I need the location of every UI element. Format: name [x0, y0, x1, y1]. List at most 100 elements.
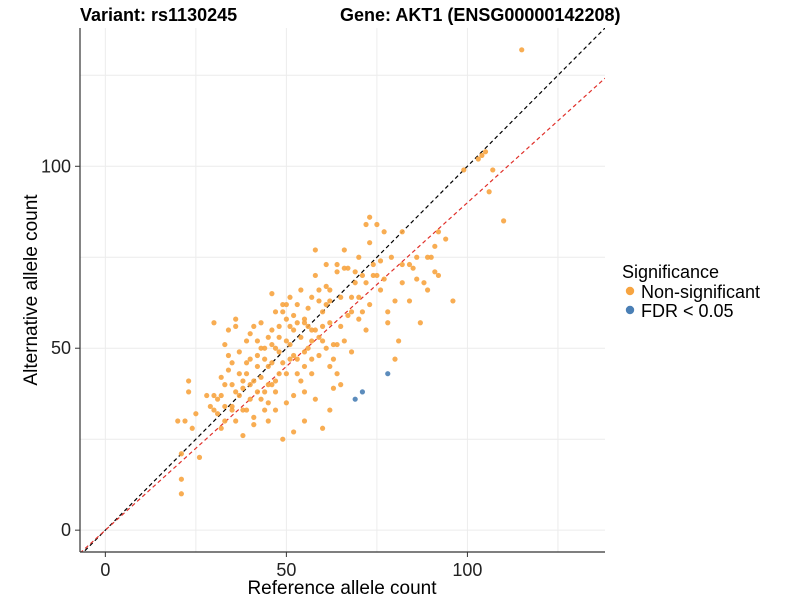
- point-non-significant: [334, 269, 340, 275]
- point-non-significant: [334, 261, 340, 268]
- point-non-significant: [352, 269, 358, 275]
- point-non-significant: [490, 167, 496, 173]
- chart-title-variant: Variant: rs1130245: [80, 5, 237, 25]
- point-non-significant: [265, 334, 271, 340]
- point-non-significant: [175, 418, 181, 424]
- point-non-significant: [280, 309, 286, 315]
- point-non-significant: [262, 356, 268, 362]
- point-non-significant: [461, 167, 467, 173]
- point-non-significant: [247, 382, 253, 388]
- point-non-significant: [287, 294, 293, 300]
- point-non-significant: [330, 385, 337, 391]
- point-non-significant: [269, 341, 275, 348]
- point-non-significant: [428, 254, 434, 260]
- point-non-significant: [367, 301, 373, 308]
- point-non-significant: [356, 294, 362, 300]
- point-non-significant: [262, 389, 268, 395]
- point-non-significant: [269, 291, 275, 297]
- point-non-significant: [298, 334, 304, 340]
- point-non-significant: [283, 371, 289, 377]
- point-non-significant: [338, 323, 344, 329]
- point-fdr-0-05: [352, 396, 358, 402]
- point-non-significant: [417, 320, 423, 326]
- point-non-significant: [251, 422, 257, 428]
- point-non-significant: [327, 287, 333, 293]
- point-non-significant: [399, 229, 405, 235]
- point-non-significant: [424, 254, 431, 260]
- point-non-significant: [432, 269, 438, 275]
- point-non-significant: [316, 298, 322, 304]
- point-non-significant: [309, 327, 315, 333]
- point-non-significant: [450, 298, 456, 304]
- point-non-significant: [240, 385, 246, 391]
- y-tick-label: 100: [41, 156, 71, 176]
- grid-layer: [80, 28, 605, 552]
- point-non-significant: [186, 389, 192, 395]
- point-non-significant: [254, 363, 261, 370]
- point-non-significant: [410, 265, 416, 271]
- point-non-significant: [345, 312, 351, 319]
- point-non-significant: [287, 341, 293, 348]
- legend-label-fdr: FDR < 0.05: [641, 301, 734, 321]
- point-non-significant: [327, 407, 333, 413]
- point-non-significant: [370, 272, 376, 279]
- point-non-significant: [262, 407, 268, 413]
- point-non-significant: [178, 491, 184, 497]
- chart-title-gene: Gene: AKT1 (ENSG00000142208): [340, 5, 620, 25]
- point-non-significant: [280, 360, 286, 366]
- point-non-significant: [482, 149, 489, 155]
- point-non-significant: [352, 280, 358, 286]
- point-non-significant: [501, 218, 507, 224]
- point-non-significant: [218, 392, 224, 399]
- point-non-significant: [301, 363, 308, 370]
- y-tick-label: 0: [61, 520, 71, 540]
- point-non-significant: [229, 407, 235, 413]
- point-non-significant: [475, 156, 481, 162]
- point-non-significant: [338, 382, 344, 388]
- point-non-significant: [233, 418, 239, 424]
- point-non-significant: [363, 280, 369, 286]
- point-non-significant: [294, 371, 300, 377]
- point-non-significant: [377, 258, 384, 264]
- point-non-significant: [486, 189, 492, 195]
- point-non-significant: [443, 236, 449, 242]
- point-non-significant: [182, 418, 188, 424]
- point-non-significant: [334, 371, 340, 377]
- legend-marker-non-significant: [625, 286, 635, 296]
- point-non-significant: [327, 363, 333, 370]
- point-non-significant: [345, 265, 351, 271]
- point-non-significant: [359, 272, 366, 279]
- reference-line-fit: [80, 77, 605, 552]
- point-non-significant: [276, 371, 282, 377]
- x-axis-label: Reference allele count: [247, 578, 437, 599]
- point-non-significant: [247, 331, 253, 337]
- point-non-significant: [283, 316, 289, 322]
- point-non-significant: [381, 276, 387, 282]
- x-tick-label: 50: [276, 560, 296, 580]
- point-non-significant: [222, 341, 228, 348]
- point-non-significant: [396, 338, 402, 344]
- point-non-significant: [291, 429, 297, 435]
- point-non-significant: [287, 323, 293, 329]
- point-non-significant: [435, 229, 442, 235]
- point-non-significant: [421, 280, 427, 286]
- point-non-significant: [414, 276, 420, 282]
- point-non-significant: [254, 389, 261, 395]
- point-non-significant: [269, 360, 275, 366]
- point-non-significant: [323, 283, 329, 289]
- point-non-significant: [330, 341, 337, 348]
- point-non-significant: [236, 392, 242, 399]
- point-non-significant: [247, 356, 253, 362]
- points-layer: [175, 47, 525, 497]
- point-non-significant: [316, 352, 322, 359]
- reference-line-identity: [82, 28, 605, 552]
- point-non-significant: [367, 214, 373, 220]
- point-non-significant: [424, 287, 431, 293]
- point-non-significant: [385, 320, 391, 326]
- point-non-significant: [233, 389, 239, 395]
- point-non-significant: [240, 432, 246, 439]
- point-non-significant: [323, 345, 329, 351]
- point-non-significant: [225, 327, 232, 333]
- x-tick-label: 0: [100, 560, 110, 580]
- point-non-significant: [211, 392, 217, 399]
